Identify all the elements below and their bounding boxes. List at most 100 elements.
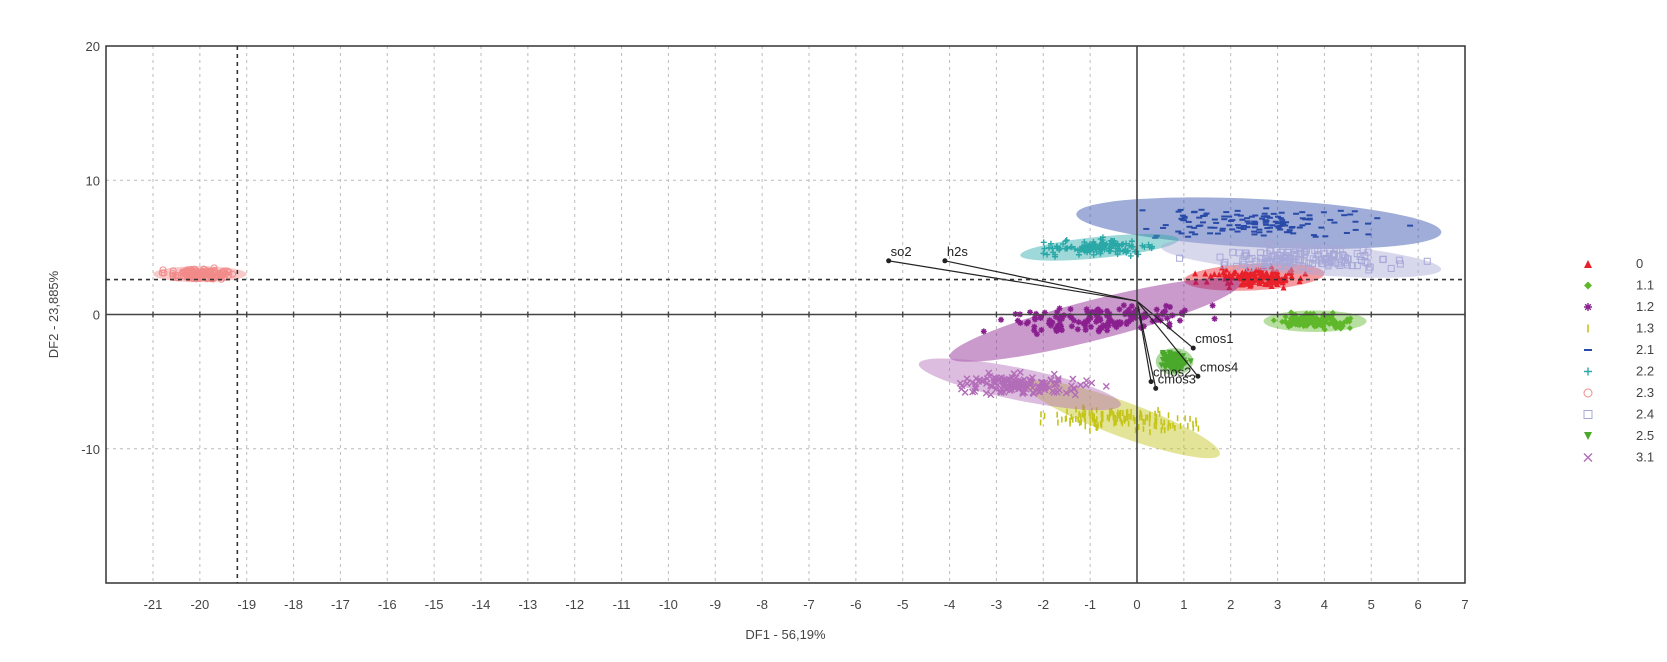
- data-point: [1291, 249, 1299, 257]
- data-point: [1322, 319, 1329, 326]
- data-point: [1307, 319, 1314, 326]
- legend-label: 1.2: [1636, 299, 1654, 314]
- data-point: [169, 272, 177, 280]
- data-point: [1056, 316, 1063, 323]
- data-point: [1159, 356, 1166, 363]
- data-point: [225, 271, 233, 279]
- data-point: [1216, 253, 1224, 261]
- data-point: [203, 275, 211, 282]
- x-tick-label: -2: [1038, 597, 1050, 612]
- data-point: [1153, 316, 1160, 323]
- data-point: [223, 267, 231, 275]
- data-point: [1120, 302, 1127, 309]
- x-tick-label: 2: [1227, 597, 1234, 612]
- data-point: [1014, 317, 1021, 324]
- data-point: [1074, 247, 1081, 254]
- data-point: [1223, 266, 1230, 273]
- data-point: [1282, 318, 1289, 325]
- data-point: [1088, 379, 1096, 387]
- data-point: [1029, 389, 1037, 397]
- data-point: [1192, 270, 1199, 277]
- data-point: [1067, 382, 1075, 390]
- data-point: [1274, 280, 1281, 287]
- data-point: [1237, 272, 1244, 279]
- data-point: [187, 268, 195, 276]
- data-point: [1127, 313, 1134, 320]
- vector-tip: [1148, 379, 1154, 385]
- data-point: [1348, 262, 1356, 270]
- data-point: [1361, 258, 1369, 266]
- x-tick-label: -20: [190, 597, 209, 612]
- data-point: [1012, 374, 1020, 382]
- data-point: [1127, 252, 1134, 259]
- data-point: [1244, 271, 1251, 278]
- data-point: [1203, 278, 1210, 285]
- data-point: [1329, 250, 1337, 258]
- data-point: [1273, 272, 1280, 279]
- data-point: [186, 272, 194, 280]
- data-point: [1082, 377, 1090, 385]
- data-point: [1108, 244, 1115, 251]
- data-point: [988, 383, 996, 391]
- data-point: [1106, 315, 1113, 322]
- axes: -21 -20 -19 -18 -17 -16 -15 -14 -13 -12 -11 -10 -9 -8…: [81, 39, 1468, 612]
- data-point: [1097, 246, 1104, 253]
- vector-so2: [888, 260, 1138, 302]
- series-2-3: [153, 264, 247, 283]
- legend-marker: [1584, 303, 1592, 311]
- data-point: [207, 267, 215, 275]
- data-point: [1097, 308, 1104, 315]
- series-layer: [153, 197, 1442, 459]
- data-point: [1149, 243, 1156, 250]
- data-point: [1211, 315, 1218, 322]
- data-point: [1142, 312, 1149, 319]
- data-point: [1332, 324, 1339, 331]
- data-point: [1346, 325, 1353, 332]
- data-point: [998, 316, 1005, 323]
- data-point: [1285, 269, 1292, 276]
- data-point: [1022, 385, 1030, 393]
- x-tick-label: -10: [659, 597, 678, 612]
- data-point: [1050, 370, 1058, 378]
- legend-label: 1.1: [1636, 278, 1654, 293]
- data-point: [1163, 361, 1170, 368]
- vector-tip: [942, 258, 948, 264]
- data-point: [992, 385, 1000, 393]
- data-point: [990, 378, 998, 386]
- data-point: [1176, 317, 1183, 324]
- data-point: [1067, 306, 1074, 313]
- x-tick-label: -14: [472, 597, 491, 612]
- data-point: [1295, 245, 1303, 253]
- data-point: [1033, 331, 1040, 338]
- data-point: [1054, 245, 1061, 252]
- legend-marker: [1584, 432, 1592, 440]
- data-point: [1114, 251, 1121, 258]
- data-point: [1075, 319, 1082, 326]
- legend-label: 1.3: [1636, 321, 1654, 336]
- data-point: [999, 382, 1007, 390]
- legend-label: 2.5: [1636, 428, 1654, 443]
- data-point: [1082, 322, 1089, 329]
- data-point: [1090, 246, 1097, 253]
- vector-label: cmos2: [1153, 365, 1191, 380]
- data-point: [1296, 278, 1303, 285]
- legend-marker: [1584, 367, 1592, 376]
- legend-marker: [1583, 453, 1593, 462]
- data-point: [1277, 255, 1285, 263]
- data-point: [1125, 310, 1132, 317]
- data-point: [1141, 244, 1148, 251]
- data-point: [1270, 317, 1277, 324]
- data-point: [1123, 321, 1130, 328]
- data-point: [1169, 312, 1176, 319]
- data-point: [1097, 315, 1103, 322]
- data-point: [1104, 308, 1111, 315]
- data-point: [1017, 319, 1024, 326]
- data-point: [1083, 306, 1090, 313]
- data-point: [1040, 239, 1047, 246]
- data-point: [1046, 317, 1053, 324]
- data-point: [1058, 327, 1065, 334]
- data-point: [969, 388, 977, 396]
- data-point: [980, 328, 987, 335]
- data-point: [1216, 271, 1223, 278]
- data-point: [1318, 259, 1326, 267]
